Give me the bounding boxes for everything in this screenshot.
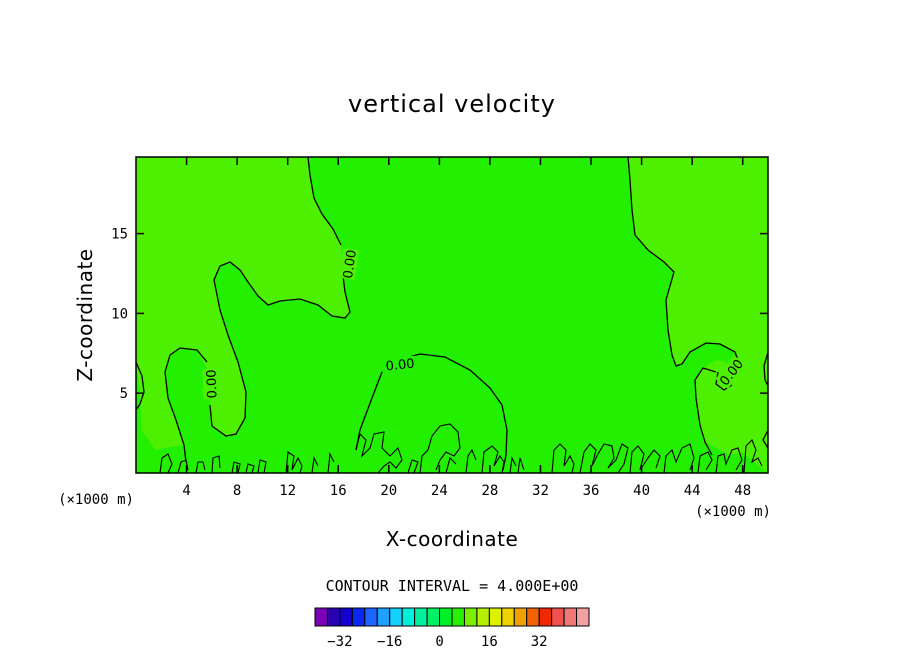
y-axis-ticks: 5 10 15 bbox=[111, 227, 768, 402]
edge-contour-right bbox=[762, 351, 769, 449]
colorbar-tick-label: 0 bbox=[435, 634, 443, 650]
colorbar-swatch bbox=[326, 607, 341, 627]
edge-contour-left bbox=[135, 361, 145, 411]
y-tick-label: 15 bbox=[111, 227, 128, 243]
contour-label: 0.00 bbox=[204, 369, 220, 398]
contour-label: 0.00 bbox=[385, 357, 415, 375]
colorbar-swatch bbox=[501, 607, 515, 627]
plot-frame bbox=[135, 156, 769, 474]
colorbar-swatch bbox=[364, 607, 378, 627]
surface-noise-contours bbox=[159, 423, 763, 474]
x-unit-label-right: (×1000 m) bbox=[695, 504, 771, 520]
colorbar-swatch bbox=[476, 607, 490, 627]
colorbar-swatch bbox=[526, 607, 540, 627]
colorbar-swatch bbox=[376, 607, 391, 627]
colorbar-swatch bbox=[339, 607, 353, 627]
x-tick-label: 40 bbox=[633, 483, 650, 499]
colorbar-swatch bbox=[389, 607, 403, 627]
x-tick-label: 24 bbox=[431, 483, 448, 499]
colorbar-swatch bbox=[576, 607, 590, 627]
y-tick-label: 10 bbox=[111, 306, 128, 322]
colorbar-swatch bbox=[563, 607, 578, 627]
x-tick-label: 44 bbox=[684, 483, 701, 499]
contour-label: 0.00 bbox=[341, 249, 360, 280]
band-center-positive bbox=[356, 352, 506, 473]
colorbar-swatch bbox=[426, 607, 441, 627]
left-zero-contour bbox=[164, 156, 351, 463]
x-tick-label: 20 bbox=[380, 483, 397, 499]
colorbar-swatch bbox=[463, 607, 478, 627]
colorbar-tick-label: −32 bbox=[327, 634, 352, 650]
x-tick-label: 4 bbox=[182, 483, 190, 499]
x-tick-label: 16 bbox=[330, 483, 347, 499]
colorbar-swatch bbox=[451, 607, 465, 627]
contour-interval-label: CONTOUR INTERVAL = 4.000E+00 bbox=[326, 577, 579, 595]
x-tick-label: 28 bbox=[481, 483, 498, 499]
colorbar-swatch bbox=[401, 607, 416, 627]
x-tick-label: 48 bbox=[734, 483, 751, 499]
colorbar-swatch bbox=[314, 607, 328, 627]
plot-area: 0.00 0.00 0.00 0.00 bbox=[135, 156, 769, 474]
y-tick-label: 5 bbox=[120, 386, 128, 402]
colorbar-swatch bbox=[488, 607, 503, 627]
colorbar-tick-label: 32 bbox=[531, 634, 548, 650]
x-tick-label: 32 bbox=[532, 483, 549, 499]
colorbar-tick-label: 16 bbox=[481, 634, 498, 650]
x-tick-label: 8 bbox=[233, 483, 241, 499]
colorbar bbox=[314, 607, 590, 627]
x-axis-title: X-coordinate bbox=[386, 527, 519, 551]
band-center-zero-contour bbox=[355, 353, 508, 471]
x-axis-ticks: 4 8 12 16 20 24 28 32 36 40 44 48 bbox=[182, 157, 751, 499]
colorbar-swatch bbox=[414, 607, 428, 627]
band-left-upper-positive bbox=[136, 157, 350, 450]
chart-title: vertical velocity bbox=[348, 90, 556, 118]
x-tick-label: 36 bbox=[583, 483, 600, 499]
colorbar-swatch bbox=[551, 607, 565, 627]
colorbar-tick-label: −16 bbox=[377, 634, 402, 650]
x-unit-label-left: (×1000 m) bbox=[58, 492, 134, 508]
colorbar-swatch bbox=[513, 607, 528, 627]
colorbar-swatch bbox=[351, 607, 366, 627]
x-tick-label: 12 bbox=[279, 483, 296, 499]
y-axis-title: Z-coordinate bbox=[73, 248, 97, 381]
colorbar-swatch bbox=[439, 607, 453, 627]
colorbar-swatch bbox=[538, 607, 553, 627]
band-right-upper-positive bbox=[628, 157, 768, 473]
colorbar-labels: −32 −16 0 16 32 bbox=[327, 634, 547, 650]
